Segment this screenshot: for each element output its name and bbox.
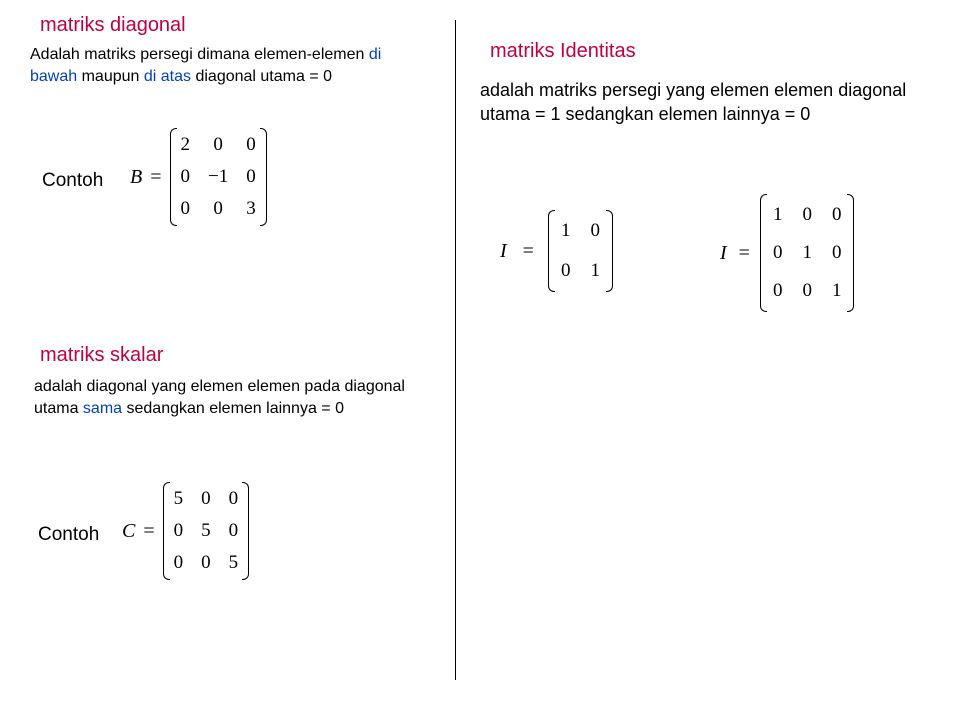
diagonal-desc-blue2: di atas: [144, 68, 191, 85]
bracket-right: [242, 482, 249, 580]
skalar-matrix-label: C: [122, 520, 135, 543]
matrix-cell: 0: [773, 280, 783, 302]
matrix-cell: 0: [802, 204, 812, 226]
matrix-cell: 0: [246, 166, 256, 188]
diagonal-matrix-label: B: [130, 166, 142, 189]
identitas-matrix3-grid: 1 0 0 0 1 0 0 0 1: [767, 194, 848, 312]
matrix-cell: 0: [201, 488, 211, 510]
identitas-matrix-3x3: I = 1 0 0 0 1 0 0 0 1: [720, 194, 854, 312]
matrix-cell: 0: [802, 280, 812, 302]
bracket-right: [606, 210, 613, 292]
matrix-cell: 0: [229, 520, 239, 542]
matrix-cell: 0: [773, 242, 783, 264]
matrix-cell: 0: [181, 166, 191, 188]
skalar-desc: adalah diagonal yang elemen elemen pada …: [34, 376, 434, 419]
matrix-cell: 1: [561, 220, 571, 242]
matrix-cell: 1: [802, 242, 812, 264]
bracket-right: [847, 194, 854, 312]
equals-sign: =: [739, 242, 750, 265]
matrix-cell: 3: [246, 198, 256, 220]
equals-sign: =: [150, 166, 161, 189]
matrix-cell: 0: [201, 552, 211, 574]
matrix-cell: 0: [229, 488, 239, 510]
equals-sign: =: [523, 240, 534, 263]
skalar-matrix: C = 5 0 0 0 5 0 0 0 5: [122, 482, 249, 580]
matrix-cell: 0: [208, 198, 228, 220]
matrix-cell: 0: [174, 520, 184, 542]
matrix-cell: 0: [590, 220, 600, 242]
matrix-cell: 5: [174, 488, 184, 510]
diagonal-desc-post: diagonal utama = 0: [191, 68, 332, 85]
skalar-matrix-grid: 5 0 0 0 5 0 0 0 5: [170, 482, 243, 580]
identitas-matrix3-label: I: [720, 242, 727, 265]
matrix-cell: 1: [832, 280, 842, 302]
skalar-title: matriks skalar: [40, 344, 163, 367]
matrix-cell: 0: [208, 134, 228, 156]
diagonal-desc-mid: maupun: [77, 68, 144, 85]
bracket-left: [170, 128, 177, 226]
matrix-cell: 2: [181, 134, 191, 156]
vertical-divider: [455, 20, 456, 680]
matrix-cell: 5: [201, 520, 211, 542]
identitas-title: matriks Identitas: [490, 40, 636, 63]
identitas-matrix2-label: I: [500, 240, 507, 263]
bracket-left: [760, 194, 767, 312]
diagonal-contoh-label: Contoh: [42, 170, 103, 192]
identitas-matrix2-grid: 1 0 0 1: [555, 210, 606, 292]
matrix-cell: 0: [181, 198, 191, 220]
bracket-left: [163, 482, 170, 580]
diagonal-desc-pre: Adalah matriks persegi dimana elemen-ele…: [30, 46, 369, 63]
equals-sign: =: [143, 520, 154, 543]
matrix-cell: 0: [832, 242, 842, 264]
matrix-cell: 1: [773, 204, 783, 226]
diagonal-matrix-grid: 2 0 0 0 −1 0 0 0 3: [177, 128, 260, 226]
diagonal-matrix: B = 2 0 0 0 −1 0 0 0 3: [130, 128, 267, 226]
bracket-right: [260, 128, 267, 226]
skalar-desc-blue: sama: [83, 400, 122, 417]
bracket-left: [548, 210, 555, 292]
diagonal-title: matriks diagonal: [40, 14, 186, 37]
skalar-desc-post: sedangkan elemen lainnya = 0: [122, 400, 344, 417]
matrix-cell: 0: [174, 552, 184, 574]
matrix-cell: 0: [246, 134, 256, 156]
diagonal-desc: Adalah matriks persegi dimana elemen-ele…: [30, 44, 420, 87]
matrix-cell: 5: [229, 552, 239, 574]
page: matriks diagonal Adalah matriks persegi …: [0, 0, 960, 720]
matrix-cell: 0: [561, 260, 571, 282]
matrix-cell: 0: [832, 204, 842, 226]
matrix-cell: −1: [208, 166, 228, 188]
identitas-desc: adalah matriks persegi yang elemen eleme…: [480, 78, 910, 127]
matrix-cell: 1: [590, 260, 600, 282]
skalar-contoh-label: Contoh: [38, 524, 99, 546]
identitas-matrix-2x2: I = 1 0 0 1: [500, 210, 613, 292]
